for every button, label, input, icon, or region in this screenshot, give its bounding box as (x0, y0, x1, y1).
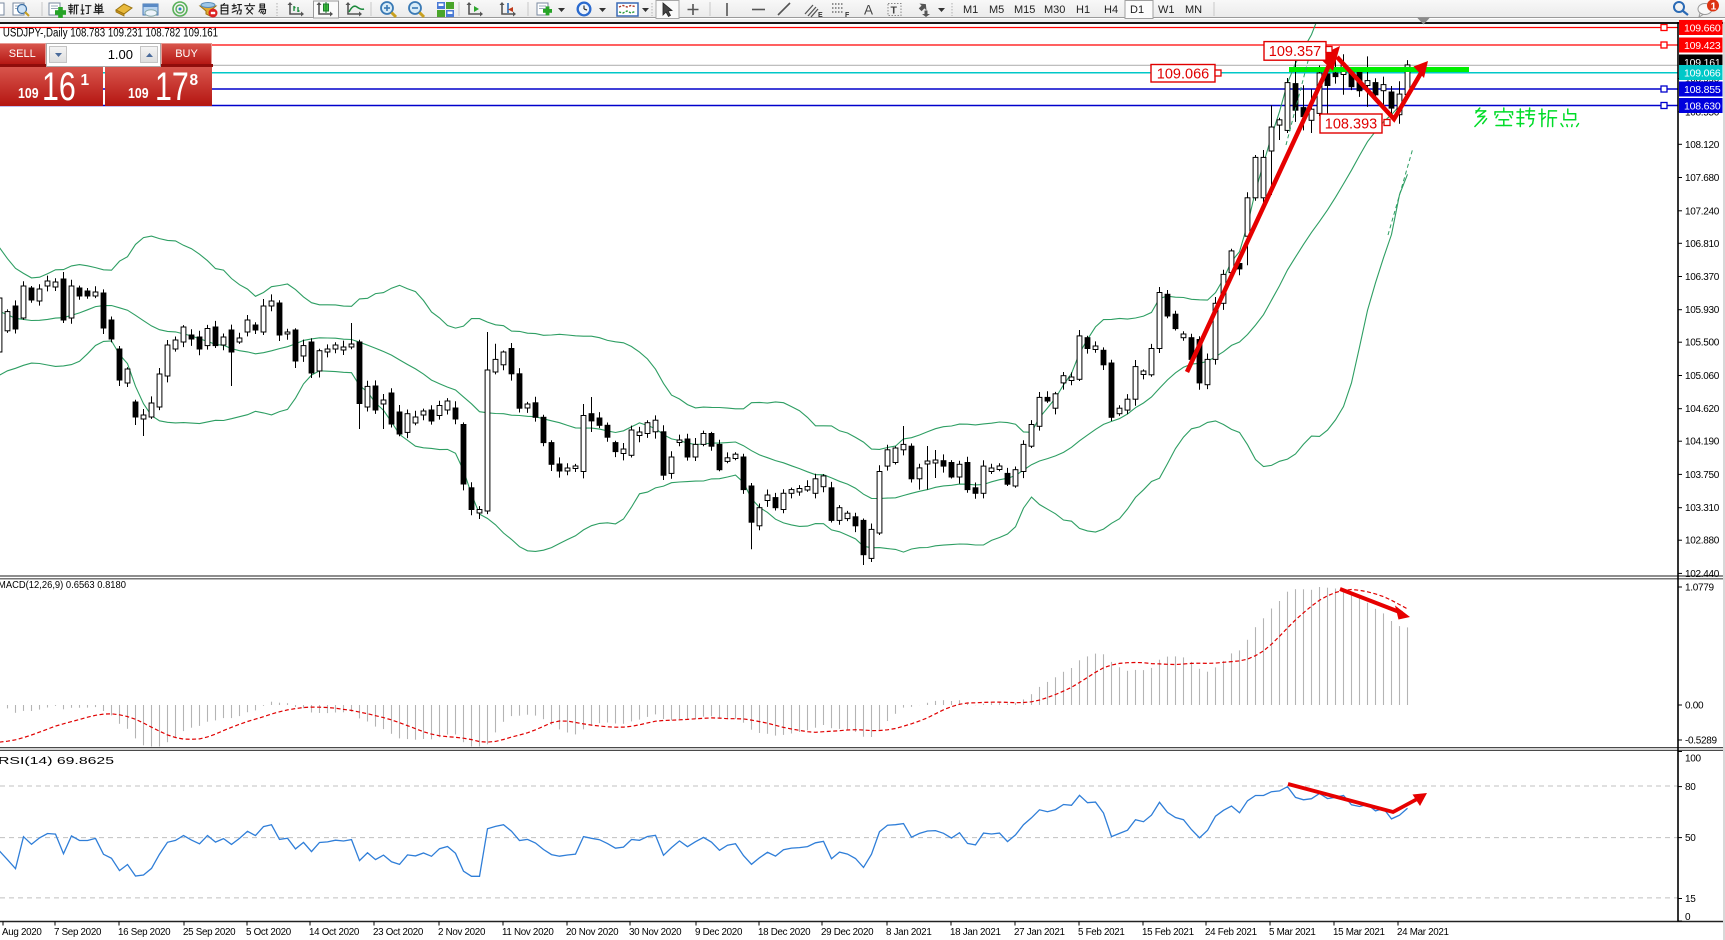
svg-text:18 Jan 2021: 18 Jan 2021 (950, 927, 1001, 938)
svg-text:0: 0 (1685, 912, 1691, 923)
svg-text:105.060: 105.060 (1685, 371, 1720, 382)
svg-text:7 Sep 2020: 7 Sep 2020 (54, 927, 102, 938)
svg-text:109.423: 109.423 (1684, 40, 1721, 52)
svg-text:109.066: 109.066 (1157, 66, 1209, 82)
svg-text:5 Mar 2021: 5 Mar 2021 (1269, 927, 1316, 938)
svg-text:M15: M15 (1014, 4, 1035, 16)
svg-text:14 Oct 2020: 14 Oct 2020 (309, 927, 360, 938)
svg-text:105.500: 105.500 (1685, 338, 1720, 349)
svg-text:1: 1 (1711, 1, 1717, 13)
svg-text:RSI(14) 69.8625: RSI(14) 69.8625 (0, 755, 114, 767)
svg-text:8 Jan 2021: 8 Jan 2021 (886, 927, 931, 938)
svg-text:27 Jan 2021: 27 Jan 2021 (1014, 927, 1065, 938)
svg-text:2 Nov 2020: 2 Nov 2020 (438, 927, 486, 938)
svg-text:9 Dec 2020: 9 Dec 2020 (695, 927, 743, 938)
svg-text:-0.5289: -0.5289 (1685, 736, 1718, 747)
svg-text:105.930: 105.930 (1685, 305, 1720, 316)
svg-text:16 Sep 2020: 16 Sep 2020 (118, 927, 171, 938)
svg-text:108.120: 108.120 (1685, 140, 1720, 151)
svg-text:5 Feb 2021: 5 Feb 2021 (1078, 927, 1125, 938)
svg-text:104.190: 104.190 (1685, 437, 1720, 448)
svg-text:M30: M30 (1044, 4, 1065, 16)
svg-text:20 Nov 2020: 20 Nov 2020 (566, 927, 619, 938)
svg-text:M5: M5 (989, 4, 1004, 16)
svg-text:108.393: 108.393 (1325, 117, 1377, 133)
svg-text:15: 15 (1685, 894, 1696, 905)
svg-text:30 Nov 2020: 30 Nov 2020 (629, 927, 682, 938)
svg-text:23 Oct 2020: 23 Oct 2020 (373, 927, 424, 938)
svg-text:103.750: 103.750 (1685, 470, 1720, 481)
svg-text:1.0779: 1.0779 (1685, 583, 1715, 594)
svg-text:MACD(12,26,9) 0.6563 0.8180: MACD(12,26,9) 0.6563 0.8180 (0, 579, 126, 591)
svg-text:24 Mar 2021: 24 Mar 2021 (1397, 927, 1449, 938)
svg-text:106.370: 106.370 (1685, 272, 1720, 283)
svg-text:11 Nov 2020: 11 Nov 2020 (502, 927, 554, 938)
svg-text:108.855: 108.855 (1684, 84, 1721, 96)
svg-text:F: F (845, 12, 850, 19)
svg-text:A: A (864, 3, 873, 18)
svg-text:5 Oct 2020: 5 Oct 2020 (246, 927, 292, 938)
svg-text:102.880: 102.880 (1685, 536, 1720, 547)
svg-text:MN: MN (1185, 4, 1202, 16)
svg-text:109.066: 109.066 (1684, 68, 1721, 80)
svg-text:Aug 2020: Aug 2020 (2, 927, 42, 938)
svg-text:109.357: 109.357 (1269, 44, 1321, 60)
svg-text:15 Mar 2021: 15 Mar 2021 (1333, 927, 1385, 938)
svg-text:50: 50 (1685, 833, 1696, 844)
svg-text:107.680: 107.680 (1685, 173, 1720, 184)
svg-text:T: T (891, 5, 898, 17)
svg-text:106.810: 106.810 (1685, 239, 1720, 250)
svg-text:M1: M1 (963, 4, 978, 16)
svg-text:15 Feb 2021: 15 Feb 2021 (1142, 927, 1194, 938)
svg-text:H4: H4 (1104, 4, 1118, 16)
svg-text:103.310: 103.310 (1685, 503, 1720, 514)
svg-text:104.620: 104.620 (1685, 404, 1720, 415)
svg-text:100: 100 (1685, 754, 1702, 765)
svg-text:18 Dec 2020: 18 Dec 2020 (758, 927, 811, 938)
svg-text:29 Dec 2020: 29 Dec 2020 (821, 927, 874, 938)
svg-text:- USDJPY-,Daily 108.783 109.2: - USDJPY-,Daily 108.783 109.231 108.782 … (0, 28, 218, 40)
svg-text:109.660: 109.660 (1684, 23, 1721, 35)
svg-text:102.440: 102.440 (1685, 569, 1720, 580)
svg-text:107.240: 107.240 (1685, 206, 1720, 217)
svg-text:E: E (818, 12, 823, 19)
svg-text:25 Sep 2020: 25 Sep 2020 (183, 927, 236, 938)
svg-text:0.00: 0.00 (1685, 701, 1704, 712)
svg-text:80: 80 (1685, 782, 1696, 793)
svg-text:108.630: 108.630 (1684, 101, 1721, 113)
svg-text:D1: D1 (1130, 4, 1144, 16)
svg-text:H1: H1 (1076, 4, 1090, 16)
svg-text:24 Feb 2021: 24 Feb 2021 (1205, 927, 1257, 938)
svg-text:W1: W1 (1158, 4, 1175, 16)
